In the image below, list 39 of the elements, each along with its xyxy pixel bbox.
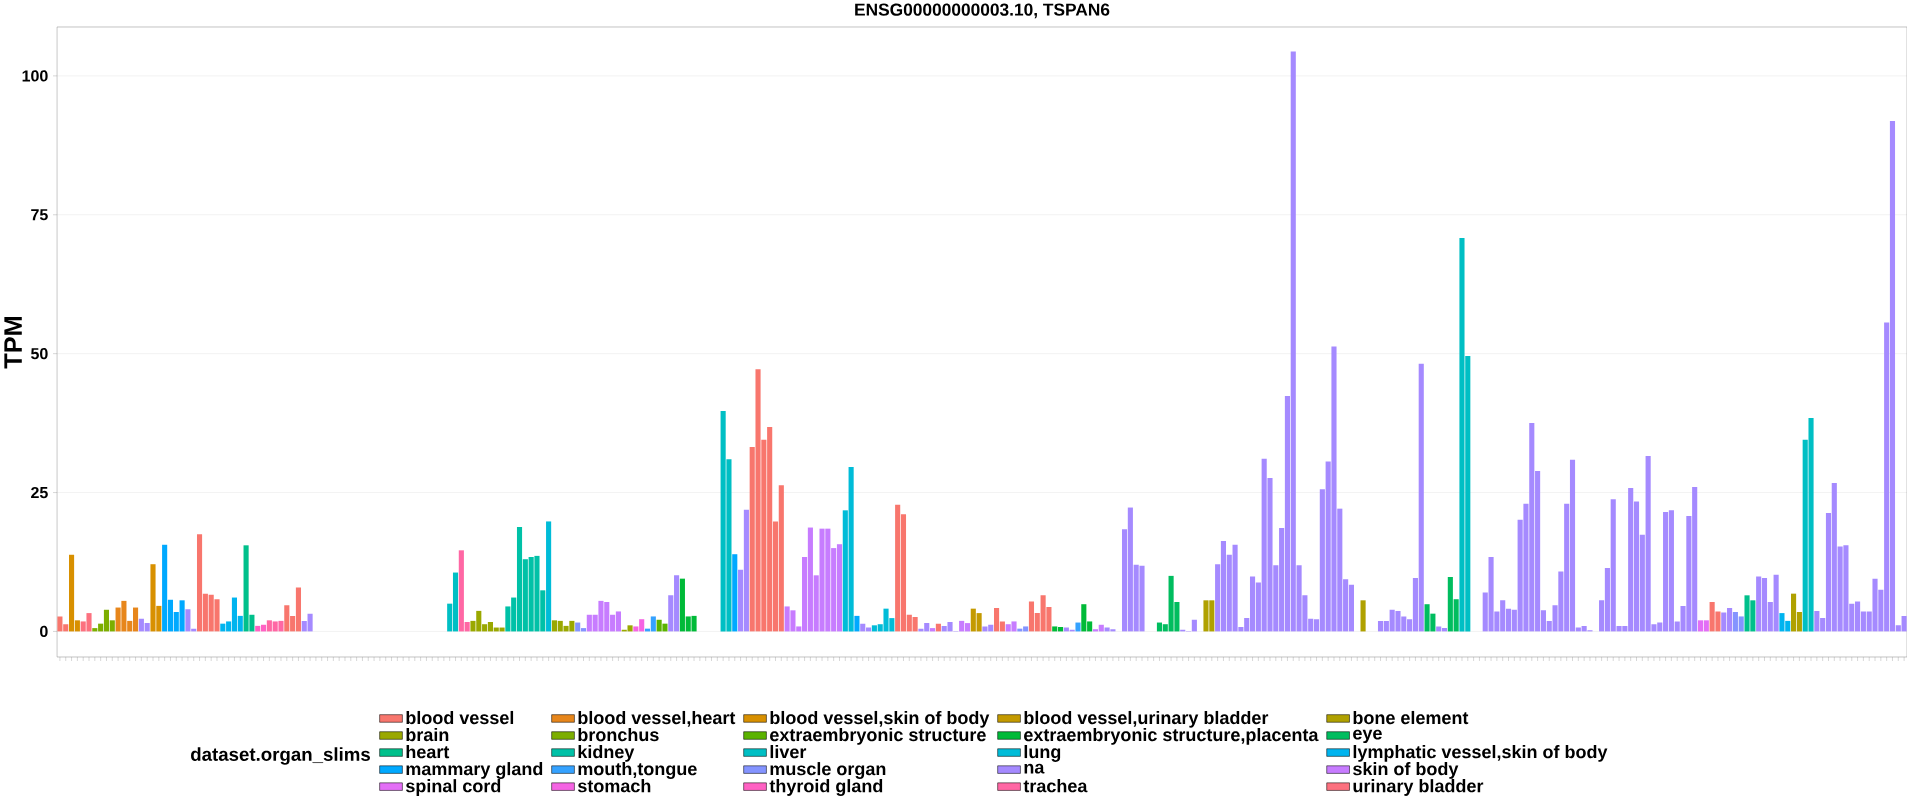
y-axis-title: TPM [4, 316, 22, 369]
bar [732, 554, 738, 632]
legend-label: extraembryonic structure,placenta [1024, 727, 1319, 745]
legend-label: blood vessel,heart [578, 710, 736, 727]
legend-label: urinary bladder [1353, 779, 1484, 796]
y-tick-label: 100 [22, 70, 48, 82]
legend-label: lymphatic vessel,skin of body [1353, 745, 1608, 762]
legend-label: mammary gland [406, 762, 543, 779]
legend-label: skin of body [1353, 762, 1459, 779]
bar [1191, 619, 1197, 632]
legend-label: blood vessel,urinary bladder [1024, 710, 1269, 728]
legend-label: thyroid gland [769, 779, 883, 796]
y-tick-label: 75 [31, 209, 48, 221]
bar [854, 615, 860, 632]
legend-label: bone element [1353, 710, 1469, 725]
bar [1360, 600, 1366, 632]
bar [546, 521, 552, 632]
legend-label: heart [406, 745, 450, 759]
y-tick-label: 25 [31, 486, 48, 499]
legend-label: blood vessel,skin of body [770, 710, 990, 728]
legend-label: blood vessel [406, 710, 514, 725]
bar [1075, 622, 1081, 632]
legend-label: eye [1353, 729, 1382, 744]
chart-title: ENSG00000000003.10, TSPAN6 [855, 3, 1110, 19]
legend-label: spinal cord [405, 779, 501, 796]
legend-label: liver [770, 745, 807, 759]
legend-label: trachea [1023, 779, 1088, 793]
legend-label: bronchus [578, 727, 659, 742]
y-tick-label: 50 [31, 348, 48, 360]
legend-label: na [1024, 763, 1045, 774]
legend-label: extraembryonic structure [770, 727, 986, 745]
legend-label: muscle organ [770, 762, 886, 779]
legend-label: kidney [578, 745, 635, 762]
legend-label: brain [406, 727, 449, 742]
legend-label: lung [1024, 745, 1061, 762]
legend-label: stomach [577, 779, 651, 793]
y-tick-label: 0 [40, 625, 48, 638]
legend-title: dataset.organ_slims [191, 747, 370, 765]
legend-label: mouth,tongue [578, 762, 697, 779]
